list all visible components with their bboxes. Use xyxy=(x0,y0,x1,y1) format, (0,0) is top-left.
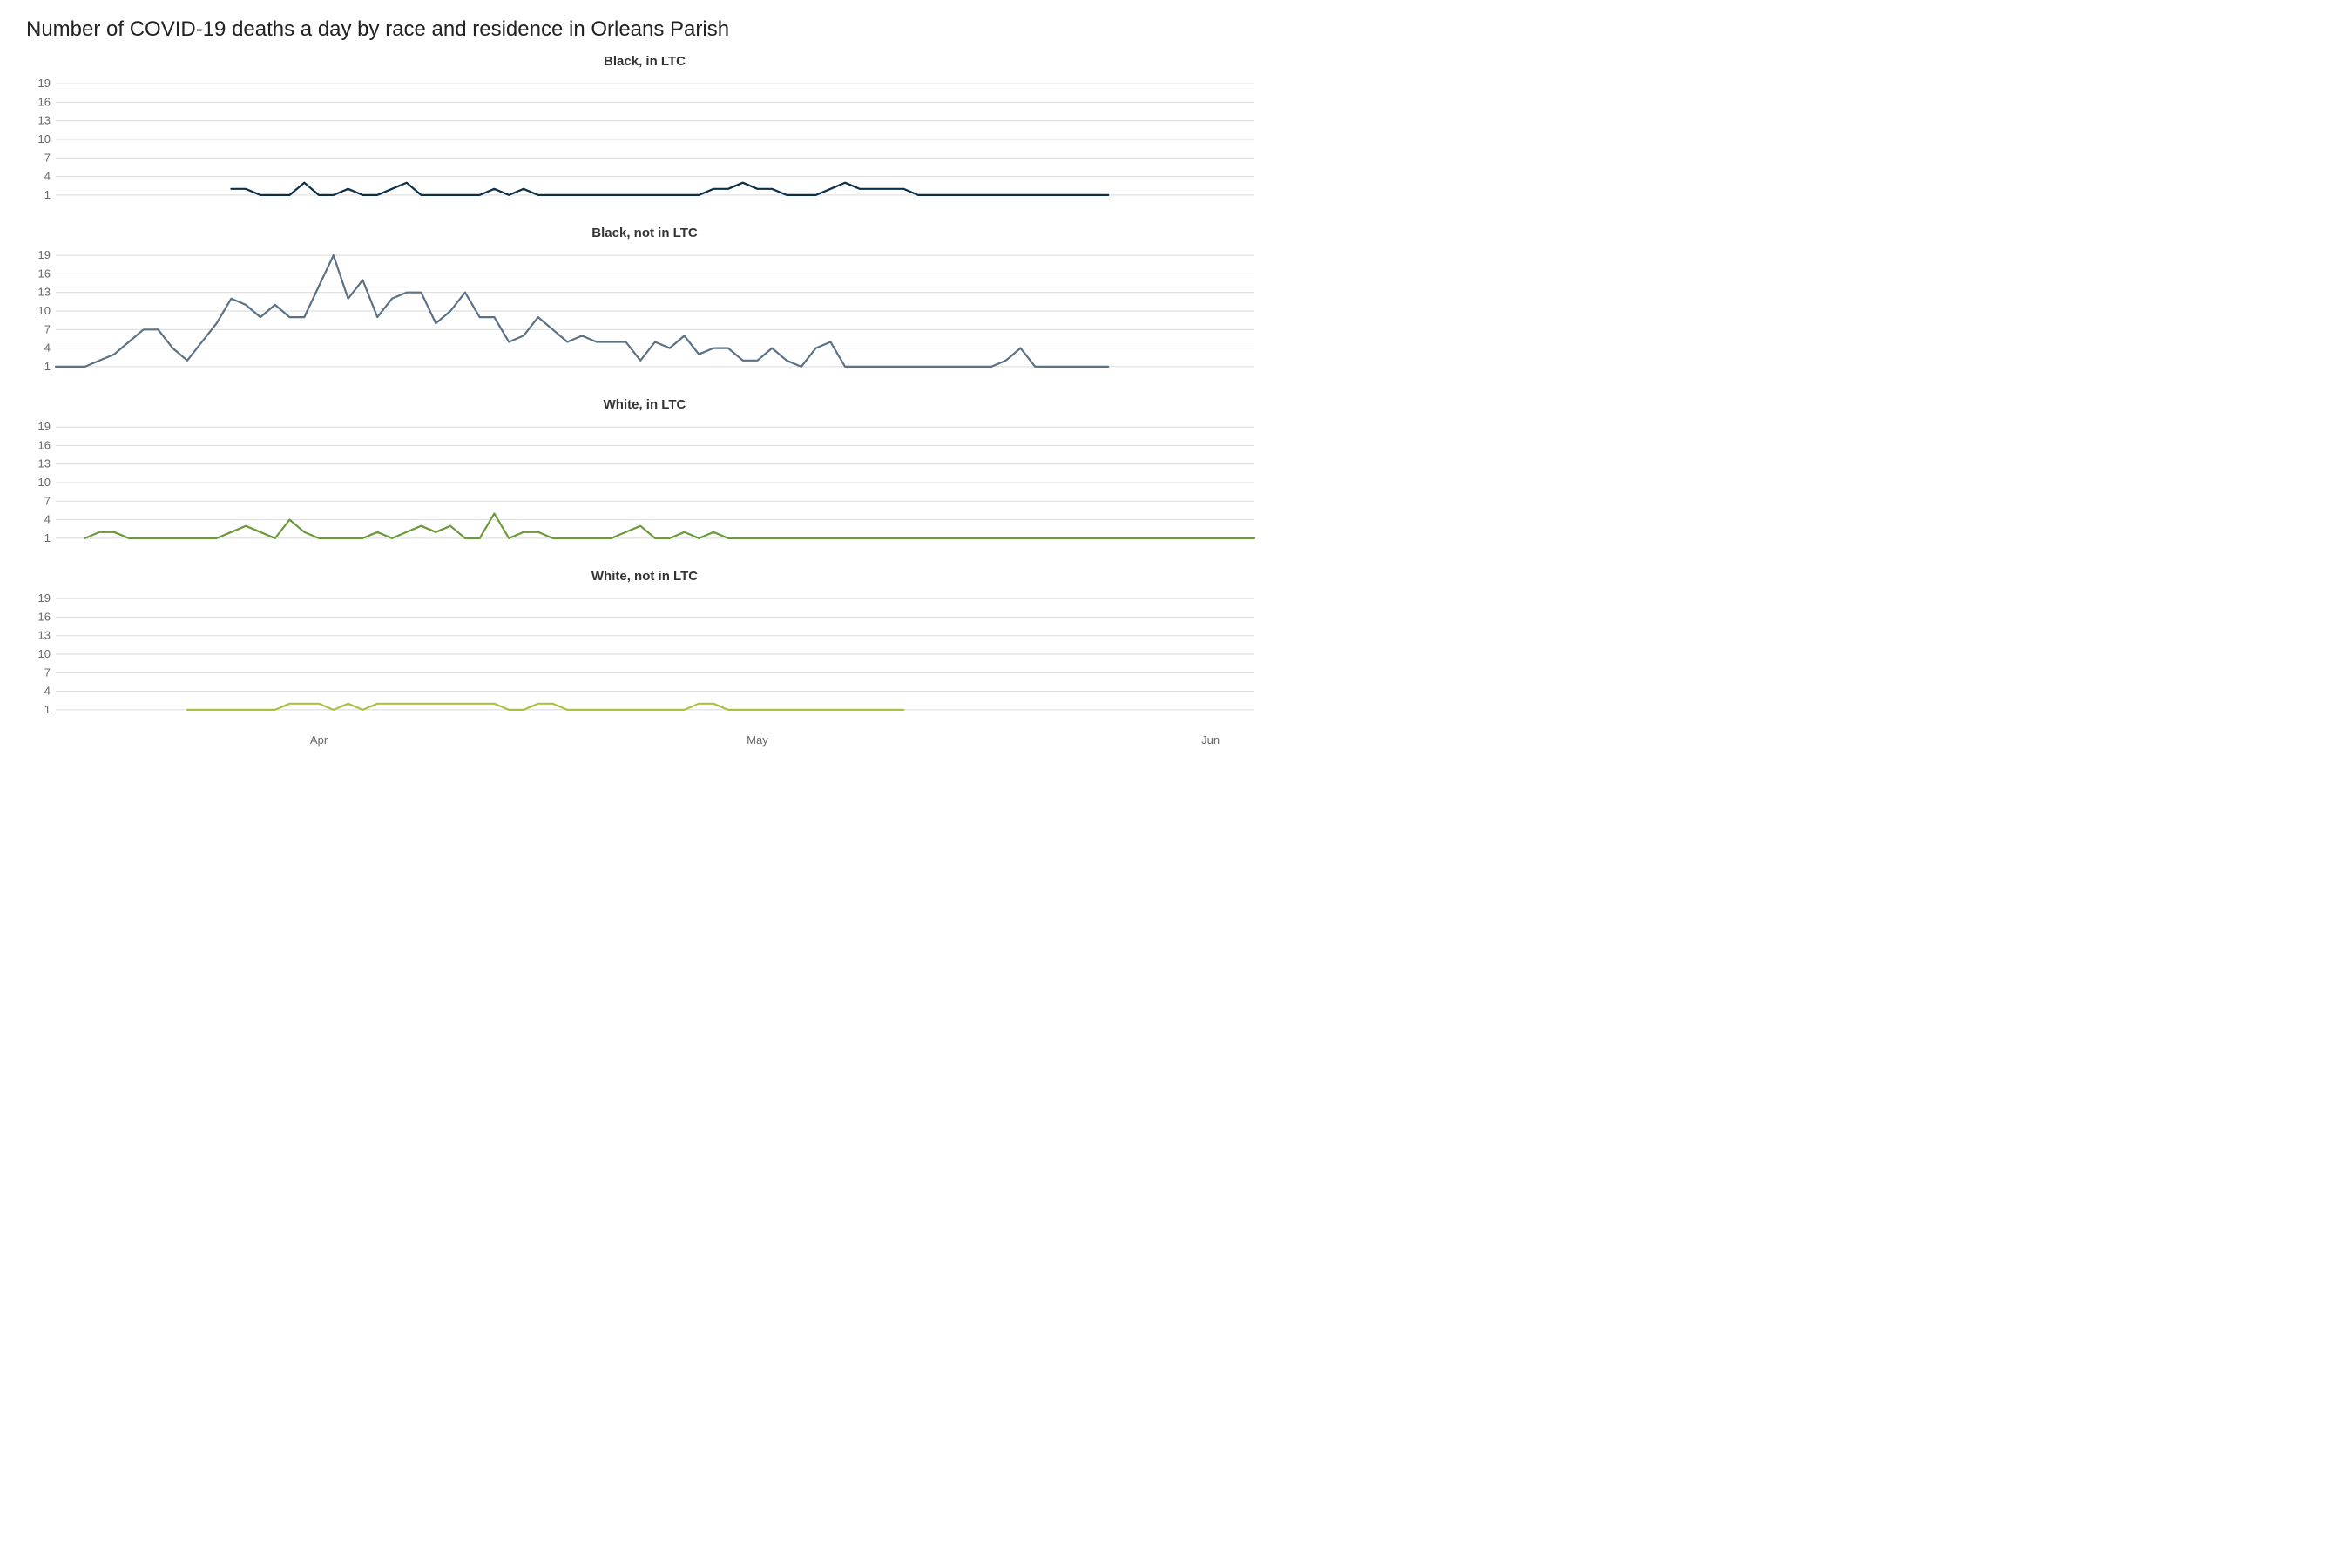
y-tick-label: 7 xyxy=(44,151,51,164)
panel-title: White, not in LTC xyxy=(26,569,1263,584)
x-tick-label: Jun xyxy=(1201,733,1220,747)
chart-title: Number of COVID-19 deaths a day by race … xyxy=(26,17,1263,42)
y-tick-label: 13 xyxy=(38,286,51,299)
y-tick-label: 4 xyxy=(44,513,51,526)
panel-title: Black, in LTC xyxy=(26,54,1263,69)
panel-svg: 1 4 7 10 13 16 19 xyxy=(26,246,1263,385)
y-tick-label: 4 xyxy=(44,685,51,698)
y-tick-label: 7 xyxy=(44,322,51,335)
panel-white_ltc: White, in LTC 1 4 7 10 13 16 19 xyxy=(26,397,1263,557)
chart-container: Number of COVID-19 deaths a day by race … xyxy=(0,0,1289,763)
x-axis: Apr May Jun xyxy=(26,728,1263,754)
y-tick-label: 4 xyxy=(44,170,51,183)
y-tick-label: 13 xyxy=(38,457,51,470)
panel-black_notltc: Black, not in LTC 1 4 7 10 13 16 19 xyxy=(26,226,1263,385)
y-tick-label: 19 xyxy=(38,77,51,90)
y-tick-label: 19 xyxy=(38,591,51,605)
y-tick-label: 1 xyxy=(44,360,51,373)
y-tick-label: 13 xyxy=(38,114,51,127)
y-tick-label: 1 xyxy=(44,703,51,716)
y-tick-label: 7 xyxy=(44,494,51,507)
y-tick-label: 19 xyxy=(38,248,51,261)
panel-white_notltc: White, not in LTC 1 4 7 10 13 16 19 xyxy=(26,569,1263,728)
y-tick-label: 16 xyxy=(38,438,51,451)
y-tick-label: 10 xyxy=(38,476,51,489)
series-line xyxy=(231,183,1108,195)
x-tick-label: Apr xyxy=(310,733,328,747)
x-tick-label: May xyxy=(747,733,768,747)
panel-title: White, in LTC xyxy=(26,397,1263,412)
panel-svg: 1 4 7 10 13 16 19 xyxy=(26,74,1263,213)
panel-title: Black, not in LTC xyxy=(26,226,1263,240)
y-tick-label: 4 xyxy=(44,341,51,355)
y-tick-label: 1 xyxy=(44,531,51,544)
panel-svg: 1 4 7 10 13 16 19 xyxy=(26,417,1263,557)
y-tick-label: 16 xyxy=(38,610,51,623)
y-tick-label: 10 xyxy=(38,304,51,317)
y-tick-label: 13 xyxy=(38,629,51,642)
y-tick-label: 16 xyxy=(38,267,51,280)
panel-black_ltc: Black, in LTC 1 4 7 10 13 16 19 xyxy=(26,54,1263,213)
y-tick-label: 7 xyxy=(44,666,51,679)
y-tick-label: 1 xyxy=(44,188,51,201)
y-tick-label: 10 xyxy=(38,132,51,145)
series-line xyxy=(187,704,903,710)
y-tick-label: 19 xyxy=(38,420,51,433)
y-tick-label: 16 xyxy=(38,95,51,108)
series-line xyxy=(85,514,1254,538)
panels-area: Black, in LTC14710131619Black, not in LT… xyxy=(26,54,1263,754)
y-tick-label: 10 xyxy=(38,647,51,660)
panel-svg: 1 4 7 10 13 16 19 xyxy=(26,589,1263,728)
